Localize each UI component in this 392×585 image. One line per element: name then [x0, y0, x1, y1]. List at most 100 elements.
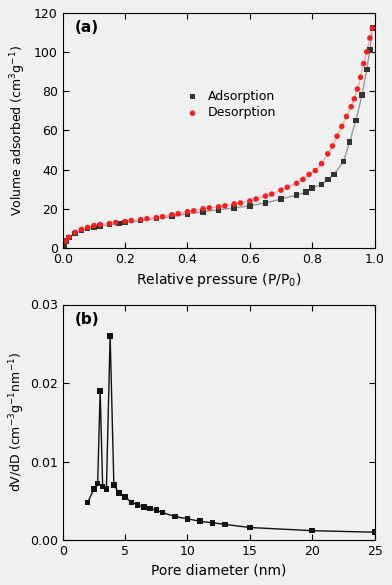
Point — [100, 482, 106, 491]
Adsorption — [262, 198, 269, 208]
Desorption — [367, 33, 373, 43]
Desorption — [364, 47, 370, 56]
Desorption — [312, 166, 318, 176]
Desorption — [175, 209, 181, 218]
Desorption — [237, 198, 243, 208]
Point — [116, 488, 122, 498]
Point — [85, 498, 91, 507]
Desorption — [184, 207, 191, 216]
Point — [111, 480, 117, 490]
Adsorption — [106, 220, 113, 229]
Point — [91, 484, 97, 494]
Desorption — [63, 236, 69, 246]
Desorption — [269, 190, 275, 199]
Desorption — [169, 210, 175, 219]
Desorption — [216, 202, 222, 212]
Adsorption — [318, 180, 325, 189]
Adsorption — [184, 209, 191, 218]
Adsorption — [367, 45, 373, 54]
Adsorption — [216, 205, 222, 215]
Adsorption — [200, 207, 206, 216]
Desorption — [354, 84, 361, 94]
Y-axis label: dV/dD (cm$^{-3}$g$^{-1}$nm$^{-1}$): dV/dD (cm$^{-3}$g$^{-1}$nm$^{-1}$) — [7, 352, 27, 493]
Adsorption — [169, 212, 175, 221]
Desorption — [278, 185, 284, 195]
Desorption — [358, 73, 364, 82]
Desorption — [206, 203, 212, 212]
Desorption — [106, 219, 113, 228]
Adsorption — [325, 175, 331, 184]
X-axis label: Pore diameter (nm): Pore diameter (nm) — [151, 563, 286, 577]
Desorption — [247, 197, 253, 206]
Desorption — [361, 59, 367, 68]
Point — [141, 503, 147, 512]
Point — [184, 514, 191, 524]
Adsorption — [97, 221, 103, 230]
Desorption — [122, 217, 128, 226]
Adsorption — [364, 65, 370, 74]
Adsorption — [85, 224, 91, 233]
Adsorption — [347, 137, 353, 147]
Point — [128, 498, 134, 507]
Point — [97, 386, 103, 395]
Point — [147, 504, 153, 514]
Desorption — [72, 228, 78, 237]
Desorption — [294, 178, 300, 188]
Desorption — [128, 216, 134, 225]
Adsorption — [116, 219, 122, 228]
Adsorption — [369, 23, 376, 33]
Point — [94, 479, 101, 488]
Text: (a): (a) — [75, 19, 99, 35]
Adsorption — [331, 170, 337, 179]
Adsorption — [138, 216, 144, 225]
Point — [103, 484, 109, 494]
Adsorption — [303, 187, 309, 197]
Adsorption — [91, 223, 97, 232]
Desorption — [325, 149, 331, 159]
Desorption — [97, 220, 103, 229]
Desorption — [144, 214, 150, 223]
Point — [222, 519, 228, 529]
Point — [172, 512, 178, 521]
Point — [309, 526, 315, 535]
Point — [372, 528, 378, 537]
Desorption — [351, 94, 358, 104]
Desorption — [153, 213, 160, 222]
Adsorption — [247, 201, 253, 211]
Adsorption — [359, 90, 365, 99]
X-axis label: Relative pressure (P/P$_0$): Relative pressure (P/P$_0$) — [136, 271, 301, 290]
Desorption — [348, 102, 354, 111]
Desorption — [343, 112, 350, 121]
Desorption — [339, 122, 345, 131]
Desorption — [85, 223, 91, 232]
Adsorption — [340, 157, 347, 166]
Desorption — [306, 170, 312, 179]
Desorption — [138, 215, 144, 224]
Adsorption — [278, 194, 284, 204]
Desorption — [200, 204, 206, 214]
Adsorption — [66, 233, 72, 242]
Point — [197, 517, 203, 526]
Desorption — [231, 199, 238, 209]
Point — [122, 492, 128, 501]
Desorption — [66, 233, 72, 242]
Desorption — [191, 206, 197, 215]
Adsorption — [231, 203, 238, 212]
Adsorption — [309, 184, 315, 193]
Adsorption — [72, 229, 78, 238]
Point — [247, 523, 253, 532]
Adsorption — [63, 236, 69, 246]
Point — [160, 508, 166, 517]
Desorption — [284, 183, 290, 192]
Desorption — [222, 201, 228, 211]
Desorption — [78, 225, 85, 234]
Desorption — [91, 221, 97, 230]
Legend: Adsorption, Desorption: Adsorption, Desorption — [178, 85, 281, 125]
Desorption — [262, 191, 269, 201]
Desorption — [369, 23, 376, 33]
Adsorption — [294, 190, 300, 199]
Desorption — [329, 142, 336, 151]
Text: (b): (b) — [75, 312, 100, 326]
Point — [153, 505, 160, 515]
Desorption — [318, 159, 325, 168]
